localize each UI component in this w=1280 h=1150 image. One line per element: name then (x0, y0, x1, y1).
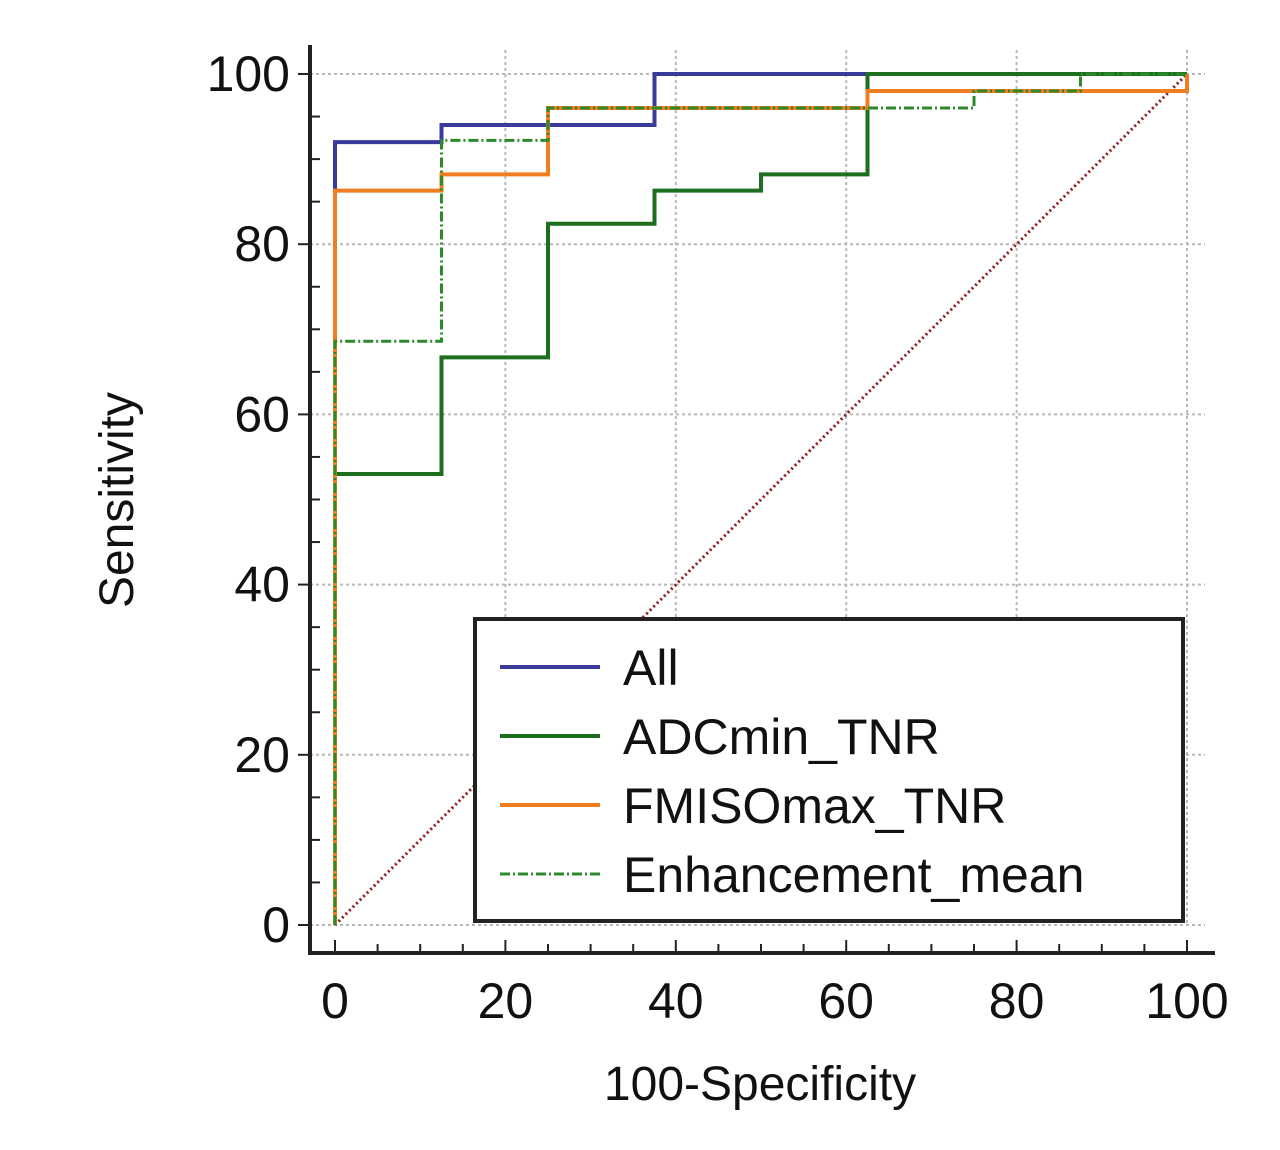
y-tick-label: 40 (234, 557, 290, 613)
axes (298, 45, 1215, 955)
x-tick-label: 80 (989, 973, 1045, 1029)
x-tick-label: 0 (321, 973, 349, 1029)
legend-box (473, 617, 1185, 923)
y-tick-label: 0 (262, 897, 290, 953)
series-line-4 (333, 72, 1187, 925)
legend-label-2: ADCmin_TNR (623, 709, 940, 765)
legend-label-3: FMISOmax_TNR (623, 778, 1006, 834)
x-tick-label: 40 (648, 973, 704, 1029)
legend-label-4: Enhancement_mean (623, 847, 1084, 903)
x-tick-label: 100 (1145, 973, 1228, 1029)
x-axis-title: 100-Specificity (604, 1058, 916, 1111)
tick-labels: 0 20 40 60 80 100 0 20 40 60 80 100 (207, 46, 1229, 1029)
roc-curves (333, 72, 1189, 925)
x-tick-label: 60 (818, 973, 874, 1029)
y-tick-label: 100 (207, 46, 290, 102)
y-axis-title: Sensitivity (91, 392, 144, 608)
y-tick-label: 80 (234, 216, 290, 272)
legend: All ADCmin_TNR FMISOmax_TNR Enhancement_mea… (473, 617, 1185, 923)
y-tick-label: 20 (234, 727, 290, 783)
legend-label-1: All (623, 640, 679, 696)
x-tick-label: 20 (478, 973, 534, 1029)
series-line-2 (333, 72, 1187, 925)
y-tick-label: 60 (234, 386, 290, 442)
